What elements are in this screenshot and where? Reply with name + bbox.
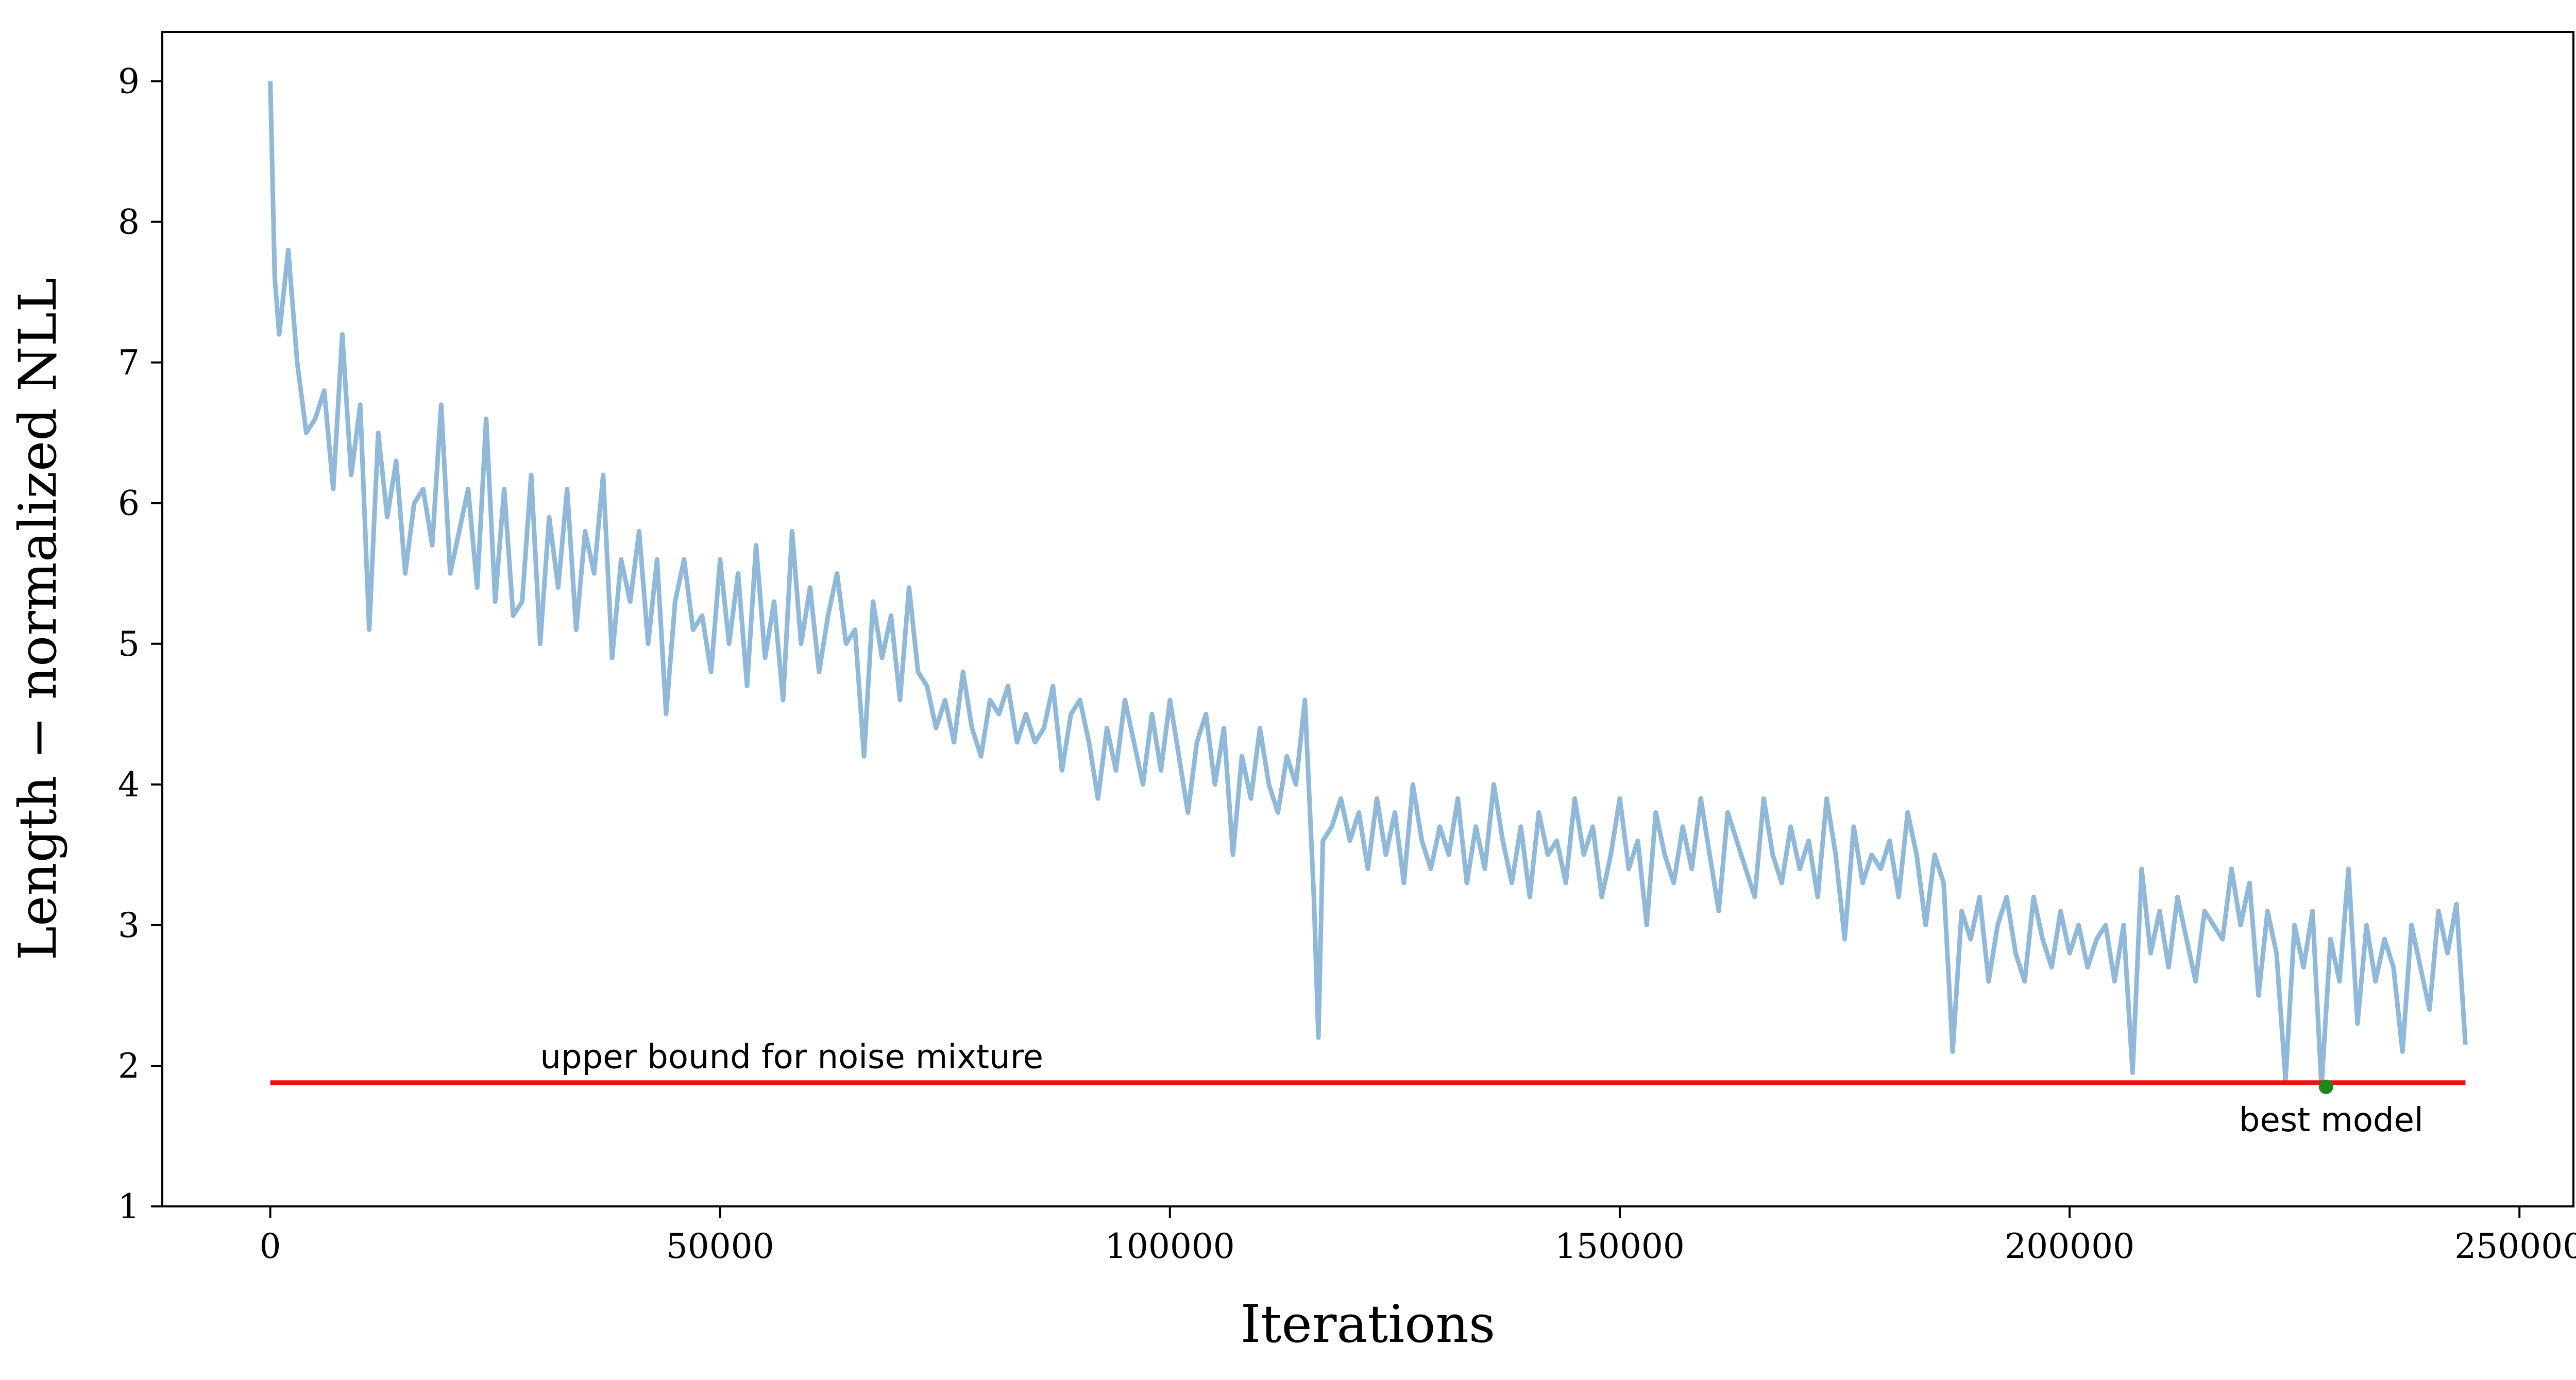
- best-model-point: [2318, 1079, 2333, 1094]
- x-tick-label: 100000: [1105, 1226, 1235, 1266]
- x-axis-ticks: 0 50000 100000 150000 200000 250000: [260, 1206, 2576, 1266]
- y-tick-label: 4: [118, 765, 140, 805]
- x-axis-label: Iterations: [1241, 1294, 1495, 1354]
- plot-frame: [161, 31, 2574, 1207]
- y-tick-label: 7: [118, 343, 140, 383]
- y-tick-label: 5: [118, 624, 140, 664]
- best-model-label: best model: [2239, 1101, 2424, 1139]
- y-tick-label: 1: [118, 1187, 140, 1226]
- x-tick-label: 150000: [1555, 1226, 1685, 1266]
- y-axis-label: Length − normalized NLL: [8, 278, 68, 961]
- x-tick-label: 50000: [666, 1226, 774, 1266]
- y-tick-label: 8: [118, 202, 140, 242]
- nll-series-line: [268, 81, 2468, 1089]
- x-tick-label: 0: [260, 1226, 281, 1266]
- y-tick-label: 2: [118, 1046, 140, 1086]
- y-axis-ticks: 1 2 3 4 5 6 7 8 9: [118, 62, 162, 1226]
- plot-area: [162, 32, 2573, 1206]
- y-tick-label: 6: [118, 484, 140, 523]
- y-tick-label: 9: [118, 62, 140, 101]
- y-tick-label: 3: [118, 906, 140, 945]
- noise-upper-bound-label: upper bound for noise mixture: [540, 1038, 1043, 1077]
- x-tick-label: 250000: [2454, 1226, 2576, 1266]
- x-tick-label: 200000: [2005, 1226, 2134, 1266]
